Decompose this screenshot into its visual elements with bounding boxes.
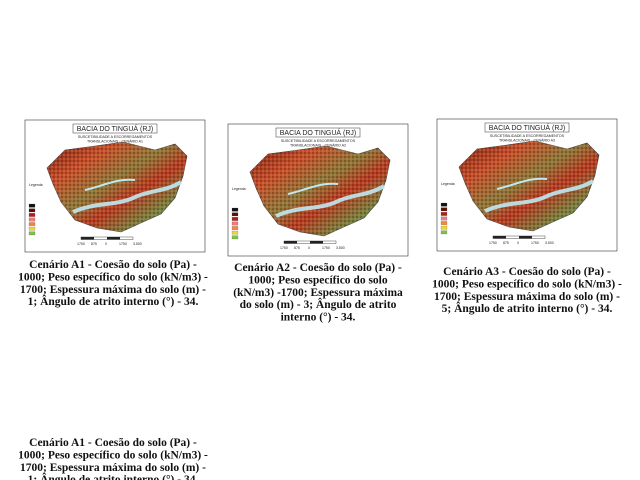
legend-swatch [440,216,448,221]
caption-line: 5; Ângulo de atrito interno (°) - 34. [442,301,613,315]
scale-label: 1750 [531,241,539,245]
legend-swatch [440,202,448,207]
river [72,180,183,214]
legend-swatch [28,222,36,226]
caption-line: 1000; Peso específico do solo [248,274,388,286]
map-panel: BACIA DO TINGUÁ (RJ) SUSCETIBILIDADE A ES… [227,123,409,257]
footer-caption-line: 1; Ângulo de atrito interno (°) - 34. [28,472,199,480]
legend-swatch [28,203,36,208]
caption-line: Cenário A3 - Coesão do solo (Pa) - [443,266,611,278]
footer-caption-line: 1000; Peso específico do solo (kN/m3) - [18,449,208,461]
legend-swatch [231,221,239,226]
map-subtitle: SUSCETIBILIDADE A ESCORREGAMENTOS [490,134,565,138]
river [496,177,548,190]
scale-bar [493,236,506,239]
map-subtitle: TRANSLACIONAIS - CENÁRIO A1 [87,140,143,144]
title-box [72,123,158,134]
caption-line: 1000; Peso específico do solo (kN/m3) - [18,271,208,283]
scale-label: 1750 [280,246,288,250]
river [287,182,339,195]
legend-swatch [28,217,36,222]
legend-swatch [231,230,239,235]
caption-line: 1; Ângulo de atrito interno (°) - 34. [28,294,199,308]
map-subtitle: TRANSLACIONAIS - CENÁRIO A3 [499,139,555,143]
legend-swatch [231,235,239,240]
caption-line: Cenário A2 - Coesão do solo (Pa) - [234,262,402,274]
legend-swatch [231,217,239,221]
legend-swatch [28,208,36,213]
caption-line: (kN/m3) -1700; Espessura máxima [233,287,403,299]
map-title: BACIA DO TINGUÁ (RJ) [489,123,566,132]
caption-line: 1700; Espessura máxima do solo (m) - [434,291,620,303]
legend-swatch [440,207,448,212]
scale-bar [310,241,323,244]
footer-caption-line: 1700; Espessura máxima do solo (m) - [20,462,206,474]
legend-swatch [231,226,239,230]
legend-swatch [28,226,36,231]
river [484,179,595,213]
scale-bar [519,236,532,239]
map-subtitle: SUSCETIBILIDADE A ESCORREGAMENTOS [281,139,356,143]
map-title: BACIA DO TINGUÁ (RJ) [280,128,357,137]
legend-title: Legenda [232,187,246,191]
scale-label: 1750 [77,242,85,246]
scale-label: 875 [503,241,509,245]
legend-swatch [231,212,239,217]
caption-line: 1000; Peso específico do solo (kN/m3) - [432,278,622,290]
caption-line: 1700; Espessura máxima do solo (m) - [20,284,206,296]
scale-label: 875 [294,246,300,250]
scale-bar [107,237,120,240]
legend-title: Legenda [441,182,455,186]
river [275,184,386,218]
legend-swatch [231,207,239,212]
scale-label: 3.500 [133,242,142,246]
title-box [484,122,570,133]
title-box [275,127,361,138]
scale-label: 3.500 [545,241,554,245]
scale-bar [81,237,94,240]
river [84,178,136,191]
scale-label: 1750 [119,242,127,246]
footer-caption-line: Cenário A1 - Coesão do solo (Pa) - [29,437,197,449]
legend-swatch [28,231,36,236]
legend-title: Legenda [29,183,43,187]
scale-label: 0 [105,242,107,246]
scale-label: 0 [308,246,310,250]
scale-bar [284,241,297,244]
map-panel: BACIA DO TINGUÁ (RJ) SUSCETIBILIDADE A ES… [24,119,206,253]
map-title: BACIA DO TINGUÁ (RJ) [77,124,154,133]
legend-swatch [440,230,448,235]
map-subtitle: TRANSLACIONAIS - CENÁRIO A2 [290,144,346,148]
caption-line: Cenário A1 - Coesão do solo (Pa) - [29,259,197,271]
caption-line: interno (°) - 34. [281,312,356,324]
legend-swatch [28,213,36,217]
legend-swatch [440,225,448,230]
scale-label: 875 [91,242,97,246]
legend-swatch [440,221,448,225]
scale-label: 0 [517,241,519,245]
scale-label: 1750 [489,241,497,245]
scale-label: 3.500 [336,246,345,250]
map-panel: BACIA DO TINGUÁ (RJ) SUSCETIBILIDADE A ES… [436,118,618,252]
caption-line: do solo (m) - 3; Ângulo de atrito [240,297,397,311]
scale-label: 1750 [322,246,330,250]
legend-swatch [440,212,448,216]
map-subtitle: SUSCETIBILIDADE A ESCORREGAMENTOS [78,135,153,139]
